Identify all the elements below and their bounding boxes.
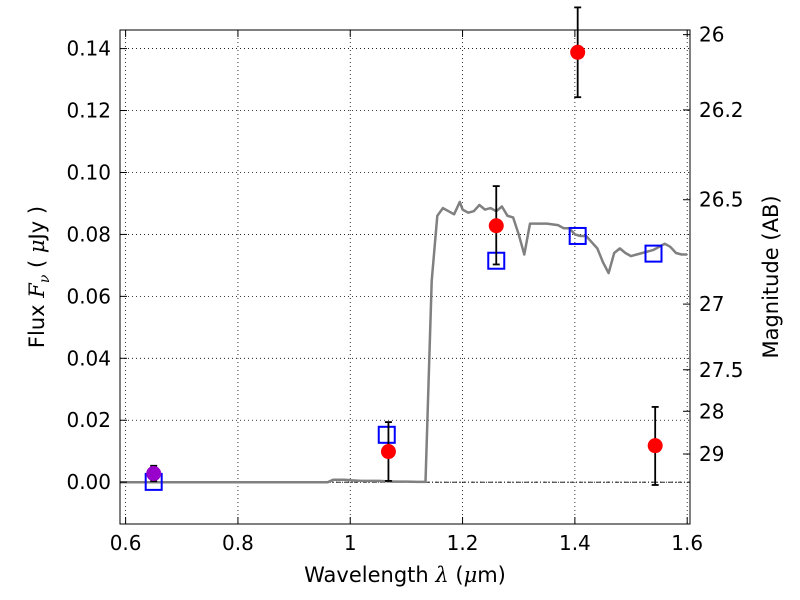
x-axis-label-prefix: Wavelength bbox=[304, 563, 435, 587]
x-axis-unit-open: ( bbox=[449, 563, 464, 587]
y-tick-label: 0.10 bbox=[66, 160, 111, 184]
y-axis-label: Flux Fν ( μJy ) bbox=[25, 206, 53, 348]
y2-tick-label: 27 bbox=[699, 292, 724, 316]
y-tick-label: 0.06 bbox=[66, 284, 111, 308]
y-tick-label: 0.00 bbox=[66, 470, 111, 494]
observed-flux-point bbox=[570, 44, 586, 60]
y-tick-label: 0.14 bbox=[66, 37, 111, 61]
y-axis-label-prefix: Flux bbox=[25, 298, 49, 348]
model-photometry-square bbox=[644, 244, 663, 263]
optical-detection-point bbox=[146, 466, 162, 482]
x-axis-label: Wavelength λ (μm) bbox=[304, 563, 506, 587]
y-axis-unit-rest: Jy ) bbox=[25, 206, 49, 242]
y-tick-label: 0.04 bbox=[66, 346, 111, 370]
y-axis-unit-open: ( bbox=[25, 253, 49, 275]
x-axis-unit-rest: m) bbox=[477, 563, 506, 587]
y-axis-subscript: ν bbox=[37, 274, 53, 283]
x-tick-label: 1.2 bbox=[447, 531, 479, 555]
y-axis-unit-mu: μ bbox=[25, 239, 49, 253]
y2-tick-label: 27.5 bbox=[699, 358, 744, 382]
y2-tick-label: 26 bbox=[699, 23, 724, 47]
y-tick-label: 0.02 bbox=[66, 408, 111, 432]
y2-axis-label: Magnitude (AB) bbox=[759, 195, 783, 358]
model-photometry-square bbox=[377, 425, 396, 444]
axis-ticks: 0.6 0.8 1 1.2 1.4 1.6 0.00 0.02 0.04 0.06 0.08 0.10… bbox=[66, 23, 743, 555]
observed-flux-point bbox=[488, 218, 504, 234]
y-tick-label: 0.12 bbox=[66, 99, 111, 123]
x-tick-label: 1 bbox=[344, 531, 357, 555]
x-axis-unit-mu: μ bbox=[464, 563, 478, 587]
observed-flux-point bbox=[380, 444, 396, 460]
x-tick-label: 0.8 bbox=[222, 531, 254, 555]
y2-tick-label: 29 bbox=[699, 442, 724, 466]
plot-frame bbox=[119, 29, 691, 525]
y2-tick-label: 26.5 bbox=[699, 188, 744, 212]
x-axis-symbol: λ bbox=[434, 563, 448, 587]
y2-tick-label: 28 bbox=[699, 399, 724, 423]
x-tick-label: 0.6 bbox=[110, 531, 142, 555]
y2-tick-label: 26.2 bbox=[699, 98, 744, 122]
sed-model-line bbox=[120, 200, 688, 484]
x-tick-label: 1.6 bbox=[671, 531, 703, 555]
model-photometry-square bbox=[568, 226, 587, 245]
y-axis-symbol: F bbox=[25, 282, 49, 299]
data-series bbox=[120, 6, 688, 491]
observed-flux-point bbox=[647, 438, 663, 454]
y-tick-label: 0.08 bbox=[66, 222, 111, 246]
x-tick-label: 1.4 bbox=[559, 531, 591, 555]
